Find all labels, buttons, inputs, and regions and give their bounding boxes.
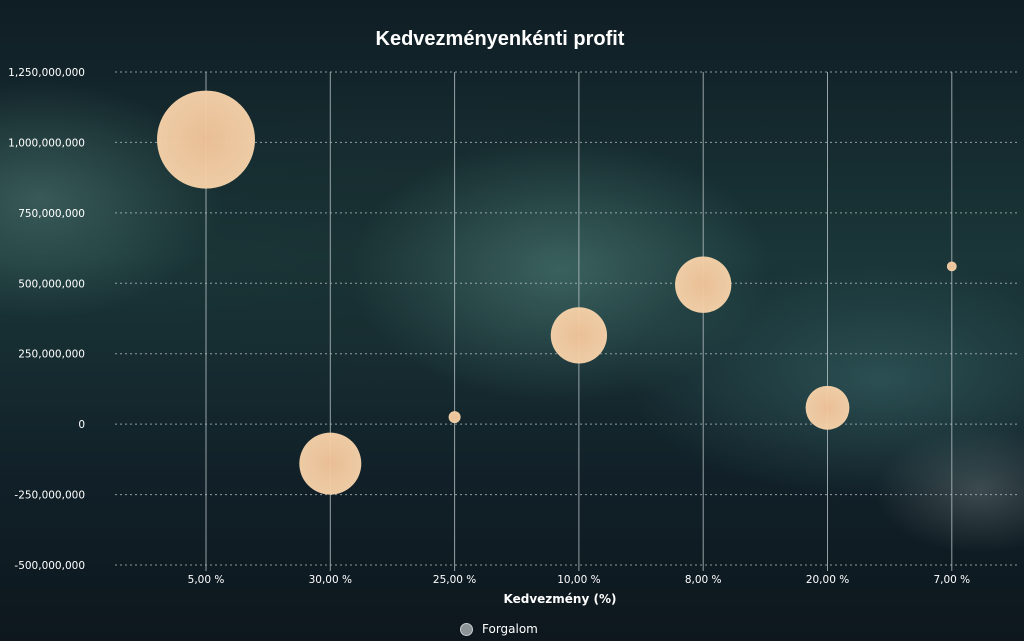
bubble-point[interactable] — [946, 261, 957, 272]
legend-marker-icon — [460, 622, 473, 636]
x-tick-label: 20,00 % — [806, 574, 849, 586]
bubble-series — [157, 90, 957, 495]
bubble-point[interactable] — [675, 256, 732, 313]
x-axis-tick-labels: 5,00 % 30,00 % 25,00 % 10,00 % 8,00 % 20,00 %… — [188, 574, 971, 586]
x-tick-label: 8,00 % — [685, 574, 722, 586]
x-tick-label: 7,00 % — [933, 574, 970, 586]
bubble-point[interactable] — [299, 432, 362, 495]
legend-label-forgalom: Forgalom — [482, 622, 538, 636]
bubble-point[interactable] — [550, 307, 608, 364]
x-tick-label: 25,00 % — [433, 574, 476, 586]
y-tick-label: 500,000,000 — [18, 278, 85, 290]
y-tick-label: -250,000,000 — [14, 490, 85, 502]
y-tick-label: -500,000,000 — [14, 560, 85, 572]
y-tick-label: 750,000,000 — [18, 208, 85, 220]
y-tick-label: 250,000,000 — [18, 349, 85, 361]
x-tick-label: 5,00 % — [188, 574, 225, 586]
bubble-point[interactable] — [448, 411, 461, 424]
y-axis-tick-labels: -500,000,000 -250,000,000 0 250,000,000 500,… — [8, 67, 85, 572]
x-tick-label: 10,00 % — [557, 574, 600, 586]
bubble-point[interactable] — [805, 385, 850, 430]
legend[interactable]: Forgalom — [460, 622, 538, 636]
y-tick-label: 1,000,000,000 — [8, 137, 85, 149]
chart-title: Kedvezményenkénti profit — [375, 28, 625, 50]
x-axis-label: Kedvezmény (%) — [503, 592, 617, 606]
y-tick-label: 0 — [78, 419, 85, 431]
y-tick-label: 1,250,000,000 — [8, 67, 85, 79]
x-tick-label: 30,00 % — [309, 574, 352, 586]
bubble-point[interactable] — [157, 90, 255, 189]
